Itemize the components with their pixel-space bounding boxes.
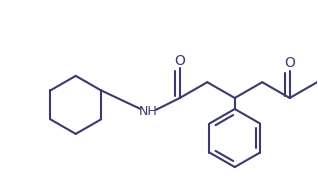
Text: O: O bbox=[174, 54, 185, 68]
Text: O: O bbox=[284, 56, 295, 70]
Text: NH: NH bbox=[139, 105, 157, 118]
